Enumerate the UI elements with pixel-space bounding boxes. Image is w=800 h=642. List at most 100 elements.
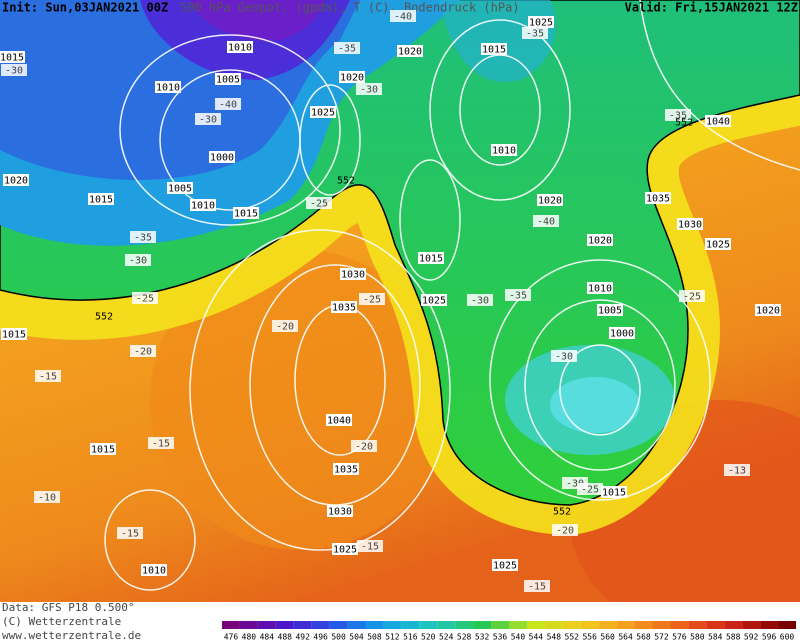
temperature-label-box (724, 464, 750, 476)
isobar-label-box (609, 327, 635, 339)
isobar-label-box (339, 71, 365, 83)
colorbar-swatch (580, 621, 599, 629)
isobar-label-box (491, 144, 517, 156)
isobar-label: 1025 (706, 240, 730, 251)
isobar-label-box (90, 443, 116, 455)
isobar-label-box (705, 238, 731, 250)
temperature-label-box (505, 289, 531, 301)
temperature-label-box (390, 10, 416, 22)
colorbar-label: 492 (295, 633, 310, 642)
temperature-label-box (522, 27, 548, 39)
temperature-label-box (272, 320, 298, 332)
colorbar-swatch (526, 621, 545, 629)
colorbar-label: 528 (457, 633, 472, 642)
temperature-label-box (356, 83, 382, 95)
isobar-label: 1015 (234, 209, 258, 220)
colorbar-swatch (491, 621, 509, 629)
colorbar-swatch (670, 621, 689, 629)
isobar-label: 1010 (228, 43, 252, 54)
height-label: 552 (553, 507, 571, 518)
colorbar-label: 560 (600, 633, 615, 642)
isobar-label-box (755, 304, 781, 316)
temperature-label: -35 (509, 291, 527, 302)
isobar-label-box (190, 199, 216, 211)
temperature-label: -30 (471, 296, 489, 307)
temperature-label-box (1, 64, 27, 76)
isobar-label: 1015 (91, 445, 115, 456)
temperature-label-box (215, 98, 241, 110)
colorbar: 476 480 484 488 492 496 500 504 508 512 516 520 524 5… (222, 621, 796, 642)
colorbar-label: 484 (260, 633, 275, 642)
isobar-label-box (0, 51, 25, 63)
isobar-label: 1020 (588, 236, 612, 247)
temperature-label: -15 (528, 582, 546, 593)
colorbar-swatch (293, 621, 312, 629)
colorbar-swatch (329, 621, 348, 629)
height-label: 552 (95, 312, 113, 323)
init-time: Init: Sun,03JAN2021 00Z (2, 1, 168, 15)
colorbar-label: 508 (367, 633, 382, 642)
colorbar-label: 532 (475, 633, 490, 642)
temperature-label-box (117, 527, 143, 539)
colorbar-swatch (222, 621, 240, 629)
colorbar-swatch (437, 621, 456, 629)
colorbar-label: 580 (690, 633, 705, 642)
temperature-label: -15 (121, 529, 139, 540)
colorbar-label: 524 (439, 633, 454, 642)
height-label: 552 (337, 176, 355, 187)
isobar-label: 1015 (0, 53, 24, 64)
isobar-label: 1025 (422, 296, 446, 307)
colorbar-label: 592 (744, 633, 759, 642)
isobar-label-box (705, 115, 731, 127)
isobar-label-box (3, 174, 29, 186)
colorbar-swatch (419, 621, 438, 629)
temperature-label-box (577, 483, 603, 495)
colorbar-label: 600 (780, 633, 795, 642)
isobar-label-box (587, 282, 613, 294)
colorbar-label: 556 (582, 633, 597, 642)
isobar-label-box (1, 328, 27, 340)
colorbar-swatch (742, 621, 761, 629)
temperature-label-box (679, 290, 705, 302)
isobar-label: 1010 (156, 83, 180, 94)
isobar-label-box (645, 192, 671, 204)
colorbar-label: 516 (403, 633, 418, 642)
colorbar-label: 504 (349, 633, 364, 642)
temperature-label: -15 (152, 439, 170, 450)
isobar-label-box (327, 505, 353, 517)
colorbar-swatch (383, 621, 402, 629)
colorbar-label: 544 (529, 633, 544, 642)
temperature-label: -25 (310, 199, 328, 210)
isobar-label: 1010 (142, 566, 166, 577)
height-label: 552 (675, 118, 693, 129)
temperature-label: -20 (276, 322, 294, 333)
colorbar-label: 540 (511, 633, 526, 642)
colorbar-label: 500 (331, 633, 346, 642)
isobar-label-box (528, 16, 554, 28)
isobar-label-box (421, 294, 447, 306)
colorbar-swatch (544, 621, 563, 629)
isobar-label-box (492, 559, 518, 571)
colorbar-label: 512 (385, 633, 400, 642)
colorbar-label: 568 (636, 633, 651, 642)
colorbar-label: 564 (618, 633, 633, 642)
isobar-label-box (333, 463, 359, 475)
isobar-label: 1015 (89, 195, 113, 206)
isobar-label-box (167, 182, 193, 194)
temperature-label-box (551, 350, 577, 362)
temperature-label: -30 (555, 352, 573, 363)
isobar-label: 1005 (168, 184, 192, 195)
isobar-label: 1025 (311, 108, 335, 119)
temperature-label: -13 (728, 466, 746, 477)
isobar-label: 1040 (706, 117, 730, 128)
temperature-label: -10 (38, 493, 56, 504)
isobar-label-box (209, 151, 235, 163)
isobar-label: 1020 (4, 176, 28, 187)
isobar-label: 1040 (327, 416, 351, 427)
temperature-label: -30 (566, 479, 584, 490)
temperature-label-box (195, 113, 221, 125)
isobar-label: 1020 (538, 196, 562, 207)
isobar-label: 1015 (602, 488, 626, 499)
